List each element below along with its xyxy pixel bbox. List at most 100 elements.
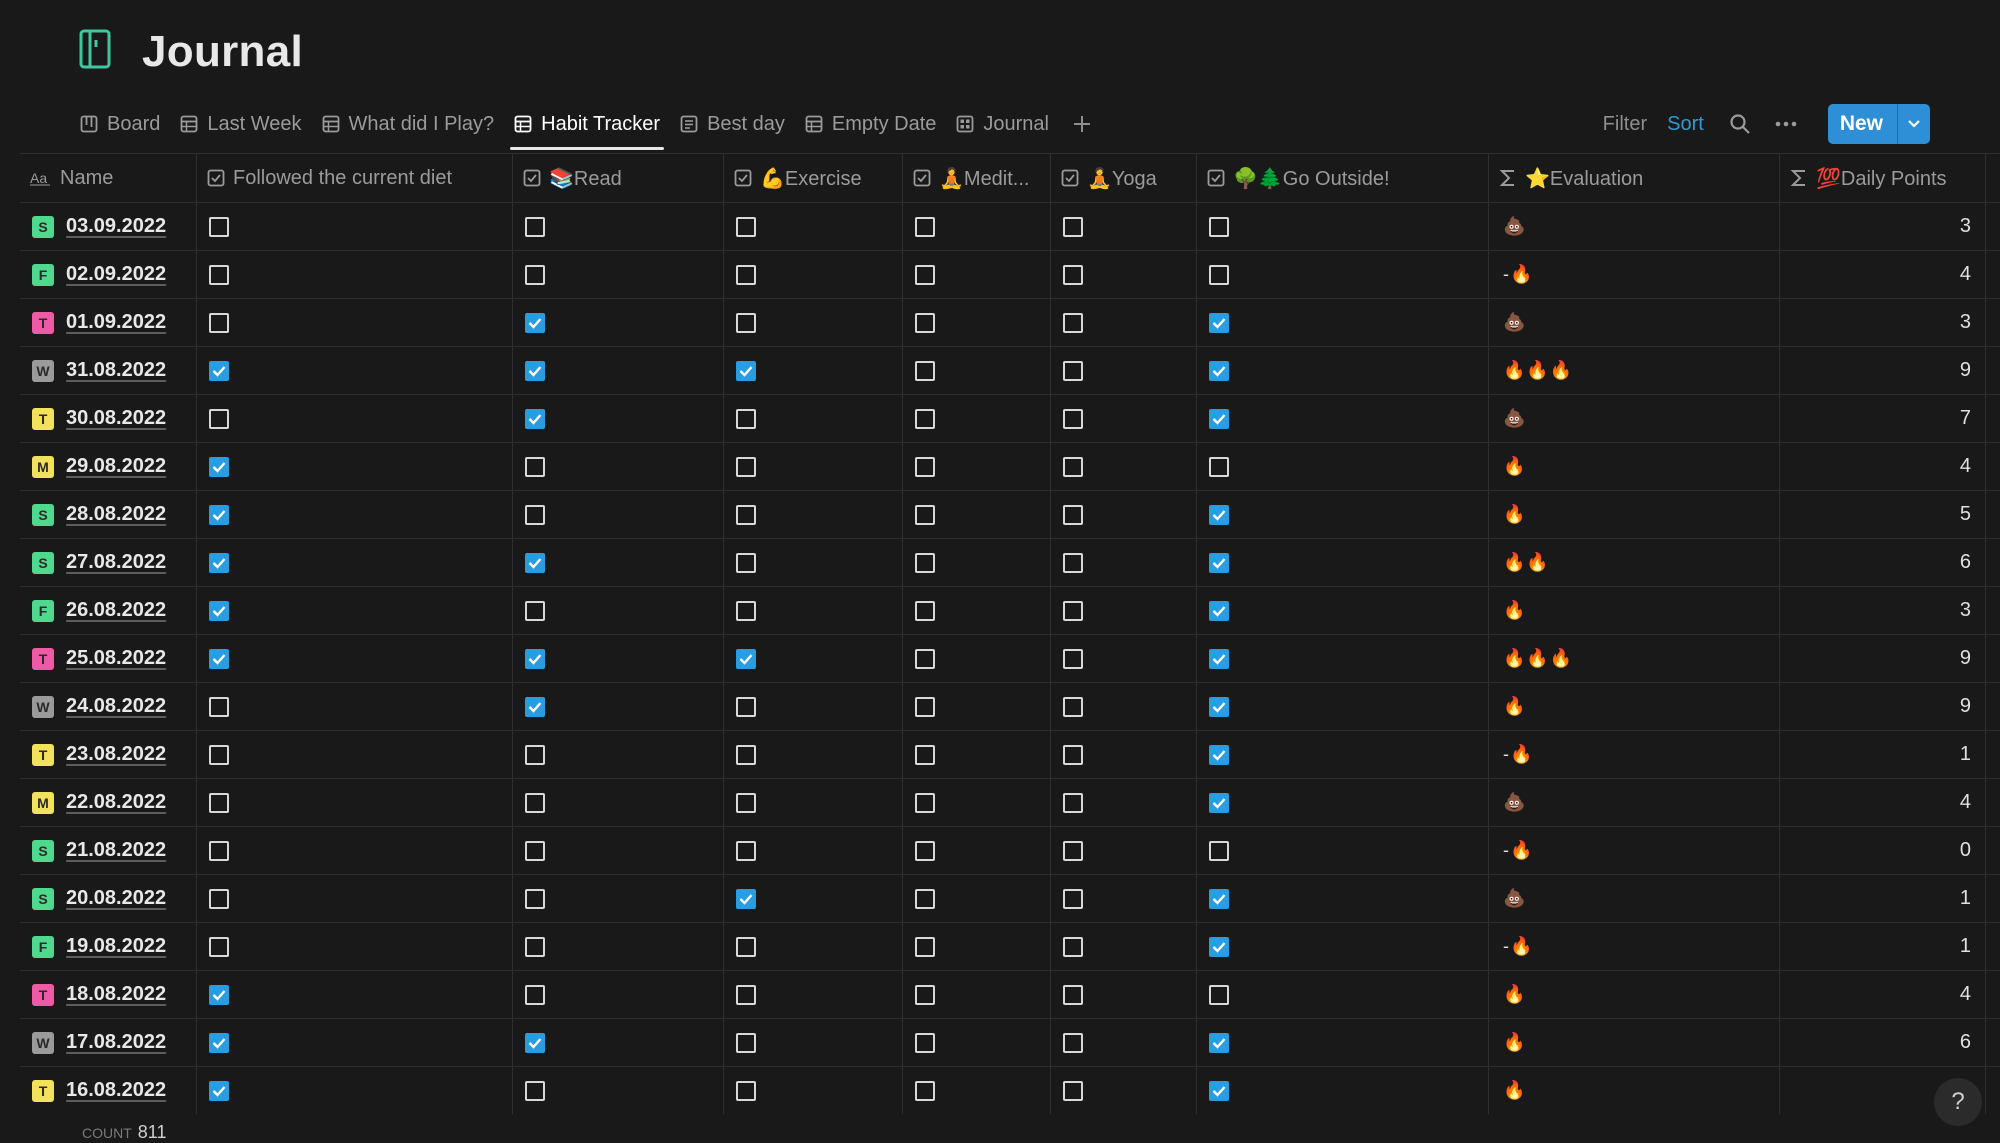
name-cell[interactable]: S 27.08.2022 — [20, 539, 197, 586]
entry-date-link[interactable]: 16.08.2022 — [66, 1079, 167, 1101]
checkbox-unchecked[interactable] — [525, 984, 545, 1005]
more-options-icon[interactable] — [1770, 108, 1802, 140]
checkbox-unchecked[interactable] — [736, 552, 756, 573]
checkbox-unchecked[interactable] — [915, 456, 935, 477]
checkbox-unchecked[interactable] — [736, 312, 756, 333]
add-view-icon[interactable] — [1065, 107, 1099, 141]
checkbox-checked[interactable] — [1209, 504, 1229, 525]
checkbox-checked[interactable] — [1209, 648, 1229, 669]
entry-date-link[interactable]: 28.08.2022 — [66, 503, 167, 525]
checkbox-unchecked[interactable] — [1063, 744, 1083, 765]
name-cell[interactable]: T 23.08.2022 — [20, 731, 197, 778]
name-cell[interactable]: F 02.09.2022 — [20, 251, 197, 298]
tab-empty-date[interactable]: Empty Date — [795, 98, 946, 150]
checkbox-unchecked[interactable] — [1209, 984, 1229, 1005]
checkbox-checked[interactable] — [209, 1080, 229, 1101]
checkbox-checked[interactable] — [1209, 936, 1229, 957]
checkbox-checked[interactable] — [209, 360, 229, 381]
checkbox-unchecked[interactable] — [525, 1080, 545, 1101]
checkbox-unchecked[interactable] — [525, 456, 545, 477]
checkbox-unchecked[interactable] — [915, 408, 935, 429]
checkbox-unchecked[interactable] — [915, 1080, 935, 1101]
column-header[interactable]: 💪Exercise — [724, 154, 903, 202]
checkbox-unchecked[interactable] — [736, 264, 756, 285]
checkbox-checked[interactable] — [1209, 408, 1229, 429]
entry-date-link[interactable]: 22.08.2022 — [66, 791, 167, 813]
name-cell[interactable]: W 24.08.2022 — [20, 683, 197, 730]
checkbox-checked[interactable] — [525, 312, 545, 333]
checkbox-unchecked[interactable] — [736, 696, 756, 717]
checkbox-unchecked[interactable] — [525, 600, 545, 621]
checkbox-checked[interactable] — [209, 552, 229, 573]
checkbox-checked[interactable] — [736, 888, 756, 909]
checkbox-unchecked[interactable] — [1209, 840, 1229, 861]
checkbox-checked[interactable] — [1209, 696, 1229, 717]
name-cell[interactable]: W 31.08.2022 — [20, 347, 197, 394]
checkbox-unchecked[interactable] — [1063, 1032, 1083, 1053]
entry-date-link[interactable]: 19.08.2022 — [66, 935, 167, 957]
checkbox-checked[interactable] — [525, 648, 545, 669]
entry-date-link[interactable]: 03.09.2022 — [66, 215, 167, 237]
checkbox-checked[interactable] — [209, 504, 229, 525]
entry-date-link[interactable]: 17.08.2022 — [66, 1031, 167, 1053]
checkbox-unchecked[interactable] — [736, 936, 756, 957]
checkbox-unchecked[interactable] — [915, 840, 935, 861]
checkbox-unchecked[interactable] — [736, 1080, 756, 1101]
checkbox-unchecked[interactable] — [525, 888, 545, 909]
checkbox-unchecked[interactable] — [209, 792, 229, 813]
search-icon[interactable] — [1724, 108, 1756, 140]
filter-button[interactable]: Filter — [1602, 112, 1648, 135]
checkbox-unchecked[interactable] — [209, 264, 229, 285]
checkbox-unchecked[interactable] — [1063, 984, 1083, 1005]
chevron-down-icon[interactable] — [1897, 104, 1930, 144]
checkbox-checked[interactable] — [736, 360, 756, 381]
checkbox-unchecked[interactable] — [209, 216, 229, 237]
entry-date-link[interactable]: 18.08.2022 — [66, 983, 167, 1005]
checkbox-unchecked[interactable] — [915, 1032, 935, 1053]
checkbox-checked[interactable] — [736, 648, 756, 669]
entry-date-link[interactable]: 01.09.2022 — [66, 311, 167, 333]
entry-date-link[interactable]: 27.08.2022 — [66, 551, 167, 573]
checkbox-unchecked[interactable] — [736, 216, 756, 237]
checkbox-unchecked[interactable] — [209, 744, 229, 765]
column-header[interactable]: 🌳🌲Go Outside! — [1197, 154, 1489, 202]
tab-habit-tracker[interactable]: Habit Tracker — [504, 98, 670, 150]
checkbox-checked[interactable] — [209, 648, 229, 669]
checkbox-unchecked[interactable] — [209, 840, 229, 861]
checkbox-unchecked[interactable] — [736, 600, 756, 621]
checkbox-unchecked[interactable] — [1063, 552, 1083, 573]
checkbox-checked[interactable] — [1209, 888, 1229, 909]
checkbox-unchecked[interactable] — [525, 216, 545, 237]
entry-date-link[interactable]: 31.08.2022 — [66, 359, 167, 381]
checkbox-unchecked[interactable] — [525, 504, 545, 525]
checkbox-unchecked[interactable] — [209, 408, 229, 429]
entry-date-link[interactable]: 23.08.2022 — [66, 743, 167, 765]
tab-what-did-i-play[interactable]: What did I Play? — [312, 98, 505, 150]
tab-journal[interactable]: Journal — [946, 98, 1059, 150]
checkbox-checked[interactable] — [1209, 1032, 1229, 1053]
checkbox-unchecked[interactable] — [1063, 936, 1083, 957]
checkbox-unchecked[interactable] — [1209, 216, 1229, 237]
checkbox-unchecked[interactable] — [1063, 1080, 1083, 1101]
name-cell[interactable]: T 16.08.2022 — [20, 1067, 197, 1114]
checkbox-unchecked[interactable] — [915, 360, 935, 381]
checkbox-unchecked[interactable] — [525, 936, 545, 957]
name-cell[interactable]: T 30.08.2022 — [20, 395, 197, 442]
checkbox-unchecked[interactable] — [1063, 456, 1083, 477]
checkbox-unchecked[interactable] — [915, 312, 935, 333]
checkbox-unchecked[interactable] — [736, 1032, 756, 1053]
checkbox-unchecked[interactable] — [736, 744, 756, 765]
column-header[interactable]: 🧘Yoga — [1051, 154, 1197, 202]
checkbox-unchecked[interactable] — [1063, 888, 1083, 909]
checkbox-unchecked[interactable] — [915, 696, 935, 717]
checkbox-unchecked[interactable] — [736, 408, 756, 429]
checkbox-checked[interactable] — [1209, 552, 1229, 573]
name-cell[interactable]: W 17.08.2022 — [20, 1019, 197, 1066]
checkbox-checked[interactable] — [1209, 744, 1229, 765]
checkbox-unchecked[interactable] — [525, 840, 545, 861]
checkbox-unchecked[interactable] — [915, 936, 935, 957]
new-button[interactable]: New — [1839, 112, 1883, 135]
checkbox-unchecked[interactable] — [915, 264, 935, 285]
checkbox-unchecked[interactable] — [525, 264, 545, 285]
name-cell[interactable]: S 28.08.2022 — [20, 491, 197, 538]
